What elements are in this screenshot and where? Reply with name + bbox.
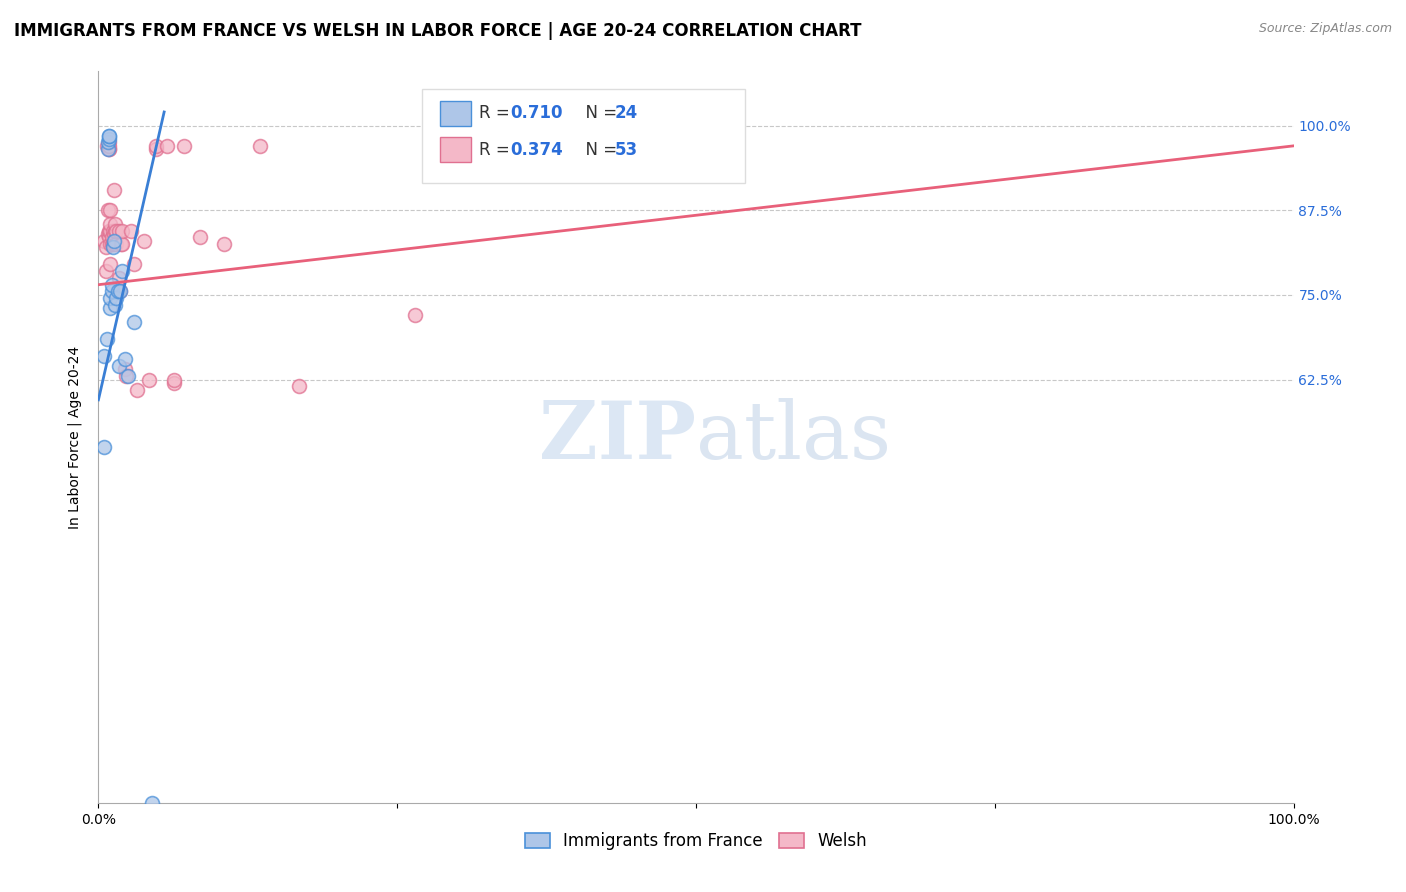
Point [115, 369, 138, 384]
Point [98, 128, 121, 143]
Point [98, 139, 121, 153]
Point [103, 234, 125, 248]
Point [98, 132, 121, 146]
Point [110, 237, 132, 252]
Point [98, 142, 121, 156]
Point [120, 223, 142, 237]
Point [97, 203, 120, 218]
Point [100, 230, 122, 244]
Point [98, 217, 122, 231]
Point [114, 362, 136, 376]
Point [93, 234, 115, 248]
Point [111, 223, 134, 237]
Point [98, 237, 122, 252]
Point [108, 285, 131, 299]
Point [105, 237, 128, 252]
Text: IMMIGRANTS FROM FRANCE VS WELSH IN LABOR FORCE | AGE 20-24 CORRELATION CHART: IMMIGRANTS FROM FRANCE VS WELSH IN LABOR… [14, 22, 862, 40]
Point [98, 291, 122, 305]
Point [111, 264, 134, 278]
Text: N =: N = [575, 141, 623, 159]
Point [108, 285, 131, 299]
Text: Source: ZipAtlas.com: Source: ZipAtlas.com [1258, 22, 1392, 36]
Point [103, 183, 125, 197]
Text: 0.710: 0.710 [510, 104, 562, 122]
Point [631, 142, 654, 156]
Point [404, 308, 426, 322]
Y-axis label: In Labor Force | Age 20-24: In Labor Force | Age 20-24 [67, 345, 83, 529]
Point [107, 285, 129, 299]
Point [104, 217, 127, 231]
Point [97, 227, 120, 241]
Point [93, 349, 115, 363]
Point [100, 285, 122, 299]
Point [105, 291, 128, 305]
Point [124, 257, 146, 271]
Point [249, 139, 271, 153]
Point [107, 223, 129, 237]
Point [98, 230, 121, 244]
Point [107, 359, 129, 373]
Point [138, 372, 160, 386]
Text: atlas: atlas [696, 398, 891, 476]
Point [124, 315, 146, 329]
Point [93, 440, 115, 454]
Point [104, 298, 127, 312]
Point [163, 376, 186, 390]
Point [114, 352, 136, 367]
Point [98, 257, 122, 271]
Point [132, 234, 155, 248]
Point [107, 271, 129, 285]
Point [97, 142, 120, 156]
Point [125, 383, 148, 397]
Text: ZIP: ZIP [538, 398, 696, 476]
Point [288, 379, 311, 393]
Point [101, 223, 124, 237]
Point [98, 136, 121, 150]
Point [100, 277, 122, 292]
Point [173, 139, 195, 153]
Point [117, 369, 139, 384]
Point [145, 139, 167, 153]
Point [96, 139, 118, 153]
Text: R =: R = [479, 104, 516, 122]
Point [98, 203, 122, 218]
Text: 24: 24 [614, 104, 638, 122]
Point [103, 237, 125, 252]
Point [111, 237, 134, 252]
Point [97, 136, 120, 150]
Text: 53: 53 [614, 141, 637, 159]
Point [155, 139, 177, 153]
Point [96, 332, 118, 346]
Point [98, 142, 121, 156]
Point [104, 223, 127, 237]
Point [94, 240, 117, 254]
Point [98, 128, 121, 143]
Point [105, 223, 128, 237]
Point [163, 372, 186, 386]
Point [101, 240, 124, 254]
Point [145, 142, 167, 156]
Point [98, 301, 122, 316]
Point [100, 237, 122, 252]
Point [98, 223, 122, 237]
Point [141, 796, 163, 810]
Point [188, 230, 211, 244]
Legend: Immigrants from France, Welsh: Immigrants from France, Welsh [517, 825, 875, 856]
Point [94, 264, 117, 278]
Point [98, 223, 121, 237]
Point [101, 237, 124, 252]
Point [212, 237, 235, 252]
Text: 0.374: 0.374 [510, 141, 564, 159]
Text: N =: N = [575, 104, 623, 122]
Text: R =: R = [479, 141, 516, 159]
Point [103, 227, 125, 241]
